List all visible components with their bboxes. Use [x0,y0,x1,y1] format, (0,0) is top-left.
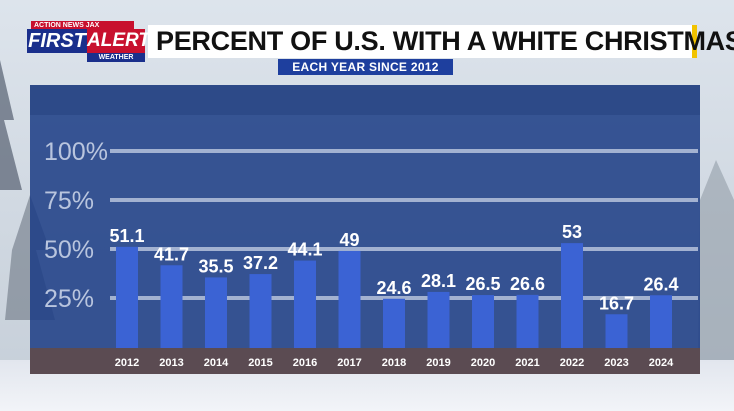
plot-panel [30,85,700,348]
y-tick-label: 50% [44,236,94,264]
x-tick-label: 2021 [515,357,539,369]
x-axis-strip [30,348,700,374]
bar [116,246,138,348]
data-label: 53 [562,222,582,242]
bar [605,314,628,348]
x-tick-label: 2013 [159,357,183,369]
plot-panel-top-band [30,85,700,115]
bar [249,274,272,348]
data-label: 16.7 [599,293,634,313]
data-label: 24.6 [376,278,411,298]
x-tick-label: 2022 [560,357,584,369]
y-tick-label: 25% [44,285,94,313]
data-label: 26.5 [465,274,500,294]
logo-station-label: ACTION NEWS JAX [31,21,134,30]
x-tick-label: 2015 [248,357,272,369]
bar [205,277,227,348]
bar [650,295,672,348]
x-tick-label: 2020 [471,357,495,369]
data-label: 26.6 [510,274,545,294]
title-banner: PERCENT OF U.S. WITH A WHITE CHRISTMAS [148,25,734,58]
data-label: 51.1 [109,226,144,246]
data-label: 35.5 [198,256,233,276]
x-tick-label: 2017 [337,357,361,369]
x-tick-label: 2023 [604,357,628,369]
bar [472,295,494,348]
chart-subtitle: EACH YEAR SINCE 2012 [278,59,453,75]
logo-alert-text: ALERT [87,29,150,53]
bar [427,291,450,348]
data-label: 37.2 [243,253,278,273]
data-label: 44.1 [287,240,322,260]
bar [160,265,183,348]
bar [516,294,539,348]
chart-title: PERCENT OF U.S. WITH A WHITE CHRISTMAS [156,26,734,56]
logo-weather-text: WEATHER [87,53,145,62]
y-tick-label: 75% [44,187,94,215]
x-tick-label: 2024 [649,357,674,369]
bar [561,243,583,348]
bar [338,250,361,348]
x-tick-label: 2012 [115,357,139,369]
first-alert-weather-logo: ACTION NEWS JAX FIRST ALERT WEATHER [27,21,150,62]
data-label: 49 [339,230,359,250]
data-label: 28.1 [421,271,456,291]
x-tick-label: 2018 [382,357,406,369]
x-tick-label: 2016 [293,357,317,369]
bar [294,260,316,348]
data-label: 41.7 [154,244,189,264]
data-label: 26.4 [643,274,678,294]
x-tick-label: 2019 [426,357,450,369]
x-tick-label: 2014 [204,357,229,369]
y-tick-label: 100% [44,138,108,166]
logo-first-text: FIRST [27,29,87,53]
bar [383,298,405,348]
